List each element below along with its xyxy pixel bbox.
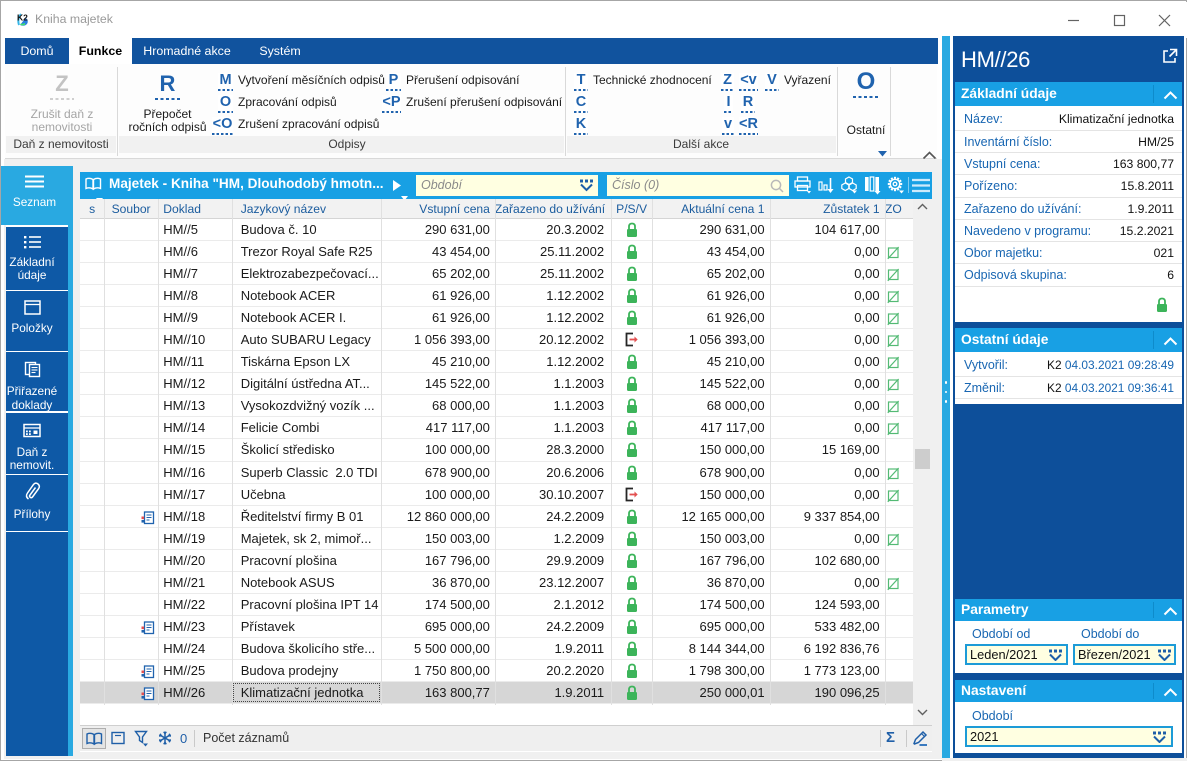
svg-text:K2: K2 <box>17 13 28 23</box>
